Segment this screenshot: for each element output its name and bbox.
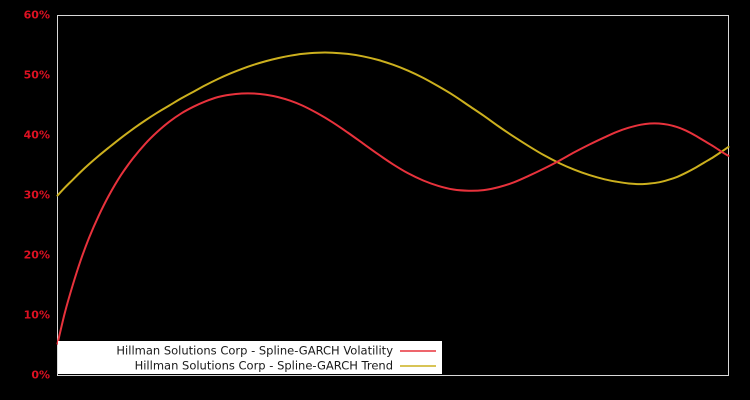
y-axis-tick-labels: 60% 50% 40% 30% 20% 10% 0% <box>24 9 50 382</box>
y-axis-tick-60pct: 60% <box>24 9 50 22</box>
legend-label-volatility: Hillman Solutions Corp - Spline-GARCH Vo… <box>116 344 393 358</box>
y-axis-tick-40pct: 40% <box>24 129 50 142</box>
legend-background <box>58 341 442 374</box>
legend-label-trend: Hillman Solutions Corp - Spline-GARCH Tr… <box>135 359 393 373</box>
series-line-trend <box>56 51 730 197</box>
y-axis-tick-20pct: 20% <box>24 249 50 262</box>
y-axis-tick-50pct: 50% <box>24 69 50 82</box>
series-line-volatility <box>56 92 730 345</box>
y-axis-tick-0pct: 0% <box>31 369 50 382</box>
y-axis-tick-10pct: 10% <box>24 309 50 322</box>
y-axis-tick-30pct: 30% <box>24 189 50 202</box>
data-series-group <box>56 51 730 345</box>
chart-legend[interactable]: Hillman Solutions Corp - Spline-GARCH Vo… <box>58 341 442 374</box>
